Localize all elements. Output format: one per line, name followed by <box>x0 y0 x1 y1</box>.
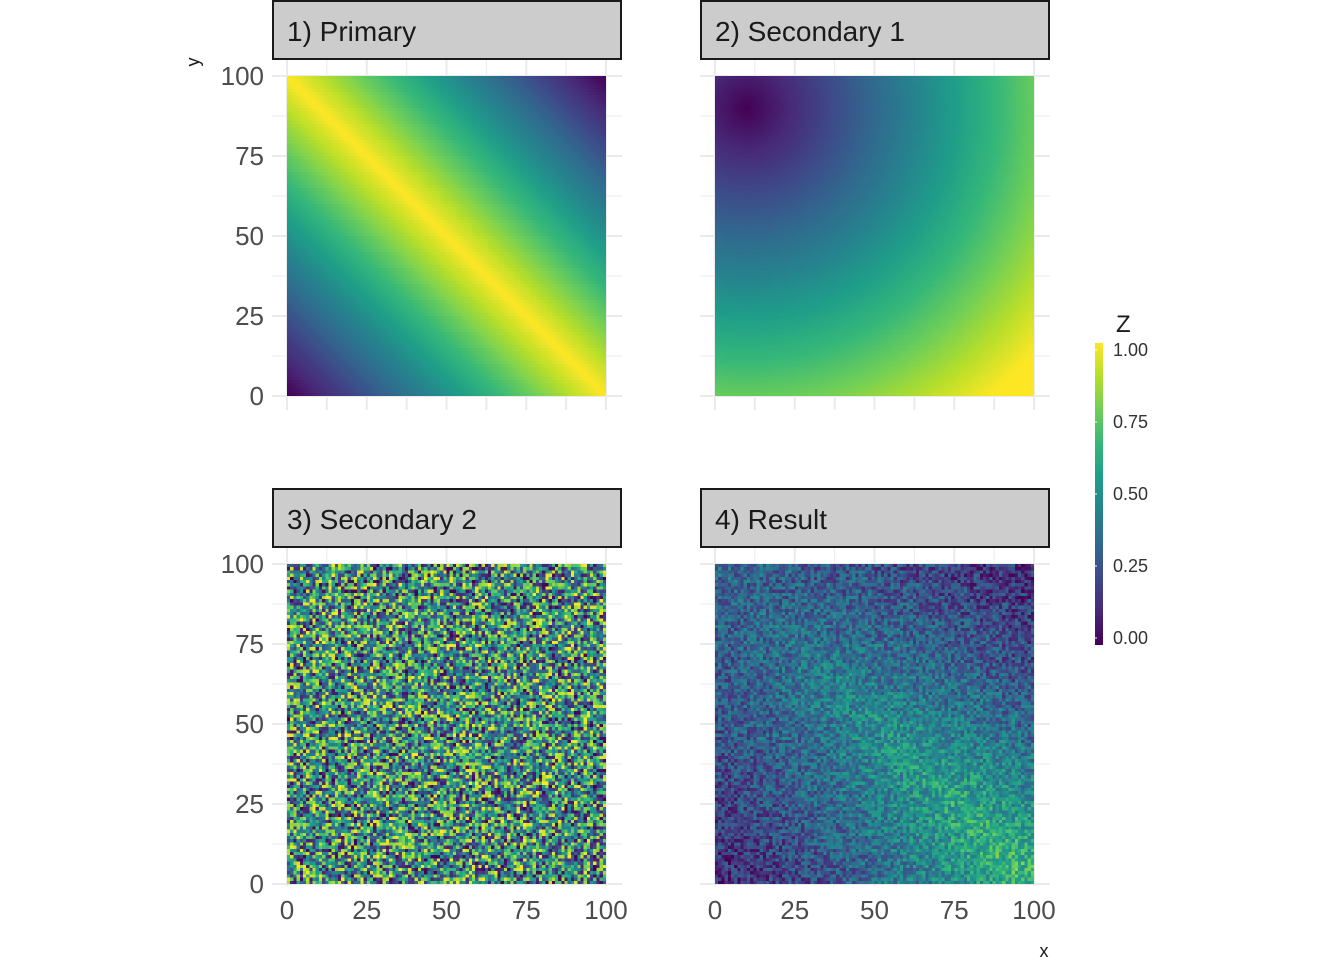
strip-background <box>272 488 622 548</box>
x-tick-label: 75 <box>512 895 541 925</box>
colorbar-tick-label: 0.75 <box>1113 412 1148 432</box>
y-tick-label: 0 <box>250 869 264 899</box>
y-tick-label: 25 <box>235 789 264 819</box>
x-tick-label: 75 <box>940 895 969 925</box>
colorbar-tick-label: 0.50 <box>1113 484 1148 504</box>
y-tick-label: 50 <box>235 709 264 739</box>
strip-background <box>700 0 1050 60</box>
facet-panel: 2) Secondary 1 <box>700 0 1050 410</box>
y-tick-label: 75 <box>235 141 264 171</box>
colorbar-tick-label: 1.00 <box>1113 340 1148 360</box>
strip-label: 1) Primary <box>287 16 416 47</box>
panels-layer: 1) Primary 0 25 50 75 100 2) Secondary 1 3) Sec… <box>221 0 1056 925</box>
x-axis-title: x <box>1040 941 1049 960</box>
x-tick-label: 25 <box>352 895 381 925</box>
y-tick-label: 25 <box>235 301 264 331</box>
y-tick-label: 50 <box>235 221 264 251</box>
y-tick-label: 100 <box>221 549 264 579</box>
heatmap-tiles <box>287 76 606 396</box>
x-tick-label: 0 <box>708 895 722 925</box>
x-tick-label: 100 <box>584 895 627 925</box>
y-tick-label: 75 <box>235 629 264 659</box>
x-tick-label: 50 <box>860 895 889 925</box>
strip-label: 2) Secondary 1 <box>715 16 905 47</box>
colorbar-tick-label: 0.00 <box>1113 628 1148 648</box>
colorbar-tick-label: 0.25 <box>1113 556 1148 576</box>
strip-label: 3) Secondary 2 <box>287 504 477 535</box>
legend-title: Z <box>1116 311 1131 338</box>
facet-panel: 4) Result 0 25 50 75 100 <box>700 488 1056 925</box>
strip-label: 4) Result <box>715 504 827 535</box>
y-axis-title: y <box>183 58 203 67</box>
x-axis-title-group: x <box>1040 941 1049 960</box>
facet-panel: 3) Secondary 2 0 25 50 75 100 0 25 50 75 100 <box>221 488 628 925</box>
x-tick-label: 25 <box>780 895 809 925</box>
x-tick-label: 50 <box>432 895 461 925</box>
x-tick-label: 100 <box>1012 895 1055 925</box>
heatmap-tiles <box>287 564 606 884</box>
y-axis-title-group: y <box>183 58 203 67</box>
legend: Z 0.00 0.25 0.50 0.75 1.00 <box>1095 311 1148 648</box>
strip-background <box>272 0 622 60</box>
y-tick-label: 0 <box>250 381 264 411</box>
heatmap-tiles <box>715 564 1034 884</box>
colorbar <box>1095 343 1103 645</box>
facet-panel: 1) Primary 0 25 50 75 100 <box>221 0 622 411</box>
strip-background <box>700 488 1050 548</box>
y-tick-label: 100 <box>221 61 264 91</box>
heatmap-tiles <box>715 76 1034 396</box>
x-tick-label: 0 <box>280 895 294 925</box>
